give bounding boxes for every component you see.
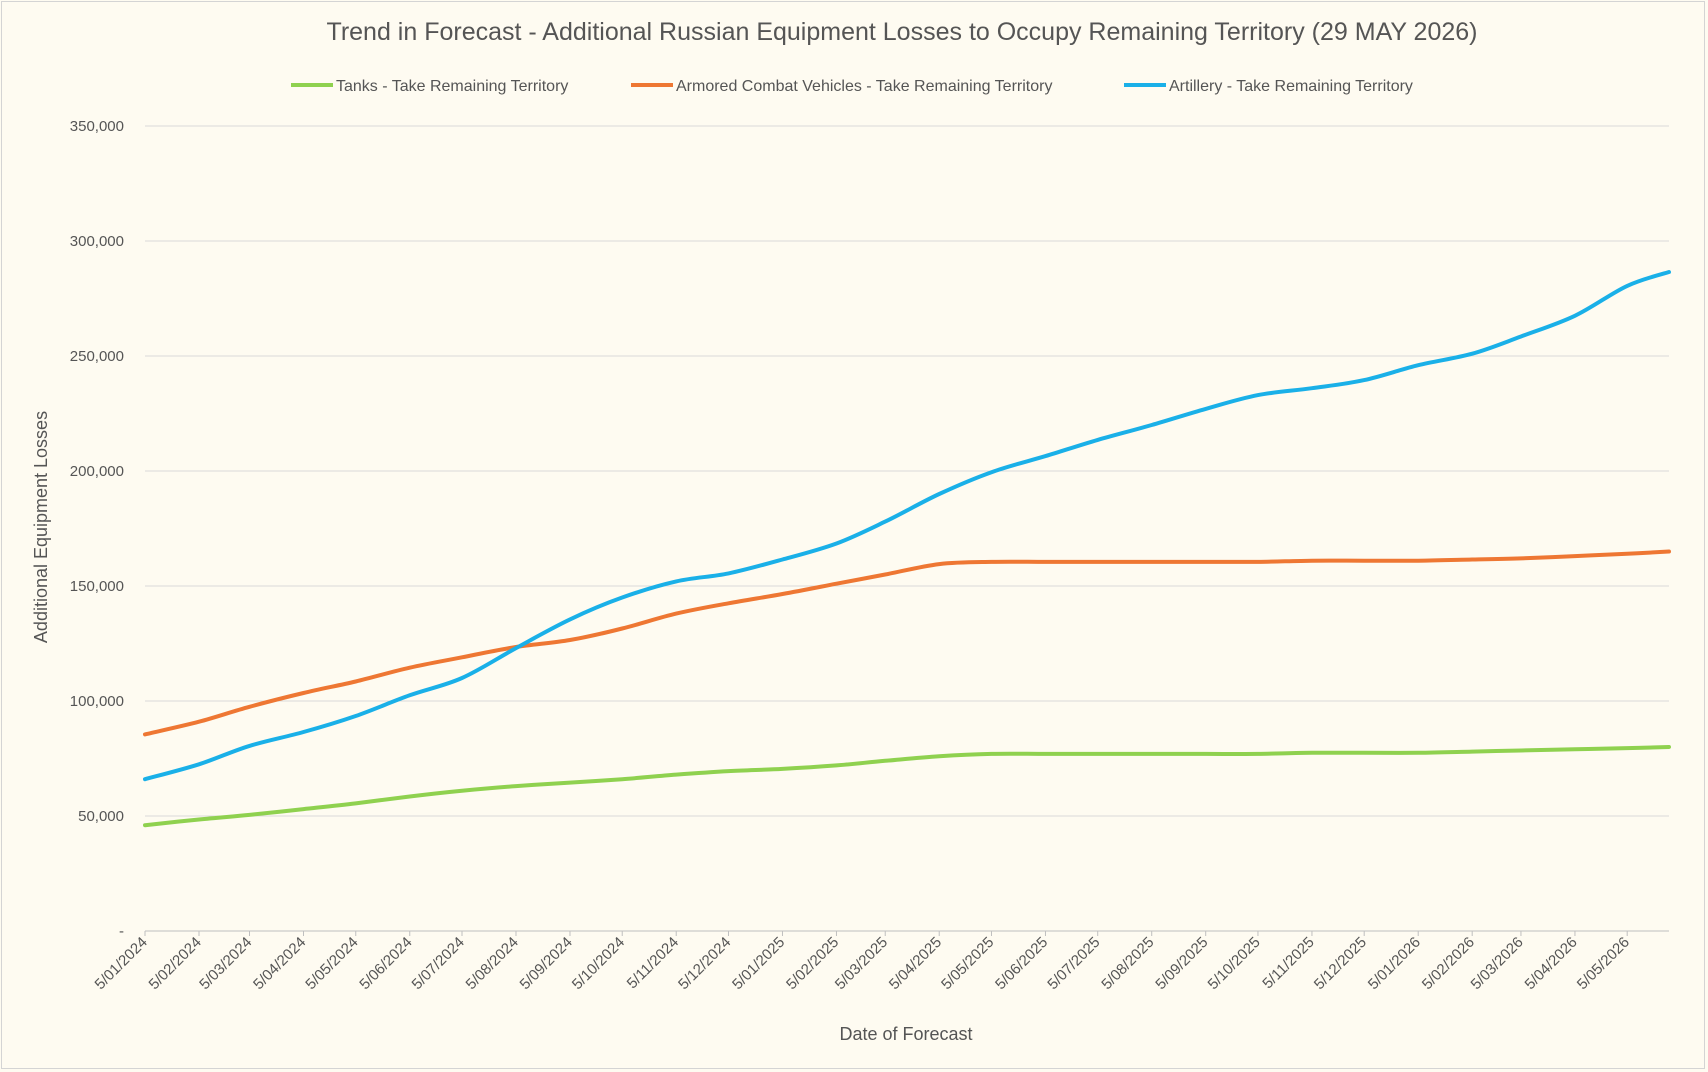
x-tick-label: 5/11/2025 <box>1259 934 1317 992</box>
x-tick-label: 5/09/2025 <box>1152 934 1211 993</box>
x-tick-label: 5/04/2024 <box>250 934 309 993</box>
legend: Tanks - Take Remaining Territory Armored… <box>291 78 1413 95</box>
legend-label-acv: Armored Combat Vehicles - Take Remaining… <box>676 78 1052 95</box>
gridlines <box>145 125 1669 817</box>
x-tick-label: 5/07/2024 <box>409 934 468 993</box>
y-tick-label: - <box>119 923 124 940</box>
x-tick-label: 5/07/2025 <box>1044 934 1103 993</box>
x-tick-label: 5/05/2025 <box>938 934 997 993</box>
y-tick-label: 200,000 <box>70 463 124 480</box>
x-tick-label: 5/03/2026 <box>1468 934 1527 993</box>
series-line-tanks <box>143 745 1671 828</box>
x-tick-label: 5/02/2025 <box>783 934 842 993</box>
x-tick-label: 5/08/2024 <box>463 934 522 993</box>
x-tick-label: 5/10/2024 <box>569 934 628 993</box>
series-group <box>143 270 1671 828</box>
x-tick-label: 5/10/2025 <box>1205 934 1264 993</box>
x-tick-label: 5/08/2025 <box>1098 934 1157 993</box>
x-tick-label: 5/06/2024 <box>356 934 415 993</box>
x-tick-label: 5/06/2025 <box>992 934 1051 993</box>
x-axis-title: Date of Forecast <box>839 1024 972 1044</box>
x-tick-label: 5/03/2024 <box>196 934 255 993</box>
chart-title: Trend in Forecast - Additional Russian E… <box>326 18 1477 46</box>
y-tick-label: 350,000 <box>70 118 124 135</box>
x-tick-label: 5/02/2026 <box>1419 934 1478 993</box>
y-axis: - 50,000 100,000 150,000 200,000 250,000 300,0… <box>70 118 124 940</box>
legend-label-artillery: Artillery - Take Remaining Territory <box>1169 78 1413 95</box>
y-tick-label: 50,000 <box>78 808 124 825</box>
y-tick-label: 100,000 <box>70 693 124 710</box>
x-tick-label: 5/01/2026 <box>1365 934 1424 993</box>
y-axis-title: Additional Equipment Losses <box>31 411 51 643</box>
y-tick-label: 300,000 <box>70 233 124 250</box>
x-axis: 5/01/20245/02/20245/03/20245/04/20245/05… <box>92 930 1669 993</box>
x-tick-label: 5/05/2026 <box>1574 934 1633 993</box>
series-line-armored-combat-vehicles <box>143 549 1671 737</box>
x-tick-label: 5/03/2025 <box>832 934 891 993</box>
x-tick-label: 5/04/2025 <box>886 934 945 993</box>
x-tick-label: 5/12/2025 <box>1311 934 1370 993</box>
x-tick-label: 5/04/2026 <box>1522 934 1581 993</box>
x-tick-label: 5/05/2024 <box>302 934 361 993</box>
legend-label-tanks: Tanks - Take Remaining Territory <box>336 78 568 95</box>
y-tick-label: 150,000 <box>70 578 124 595</box>
x-tick-label: 5/12/2024 <box>675 934 734 993</box>
x-tick-label: 5/02/2024 <box>146 934 205 993</box>
x-tick-label: 5/01/2024 <box>92 934 151 993</box>
series-line-artillery <box>143 270 1671 782</box>
y-tick-label: 250,000 <box>70 348 124 365</box>
x-tick-label: 5/09/2024 <box>517 934 576 993</box>
x-tick-label: 5/11/2024 <box>624 934 682 992</box>
x-tick-label: 5/01/2025 <box>729 934 788 993</box>
